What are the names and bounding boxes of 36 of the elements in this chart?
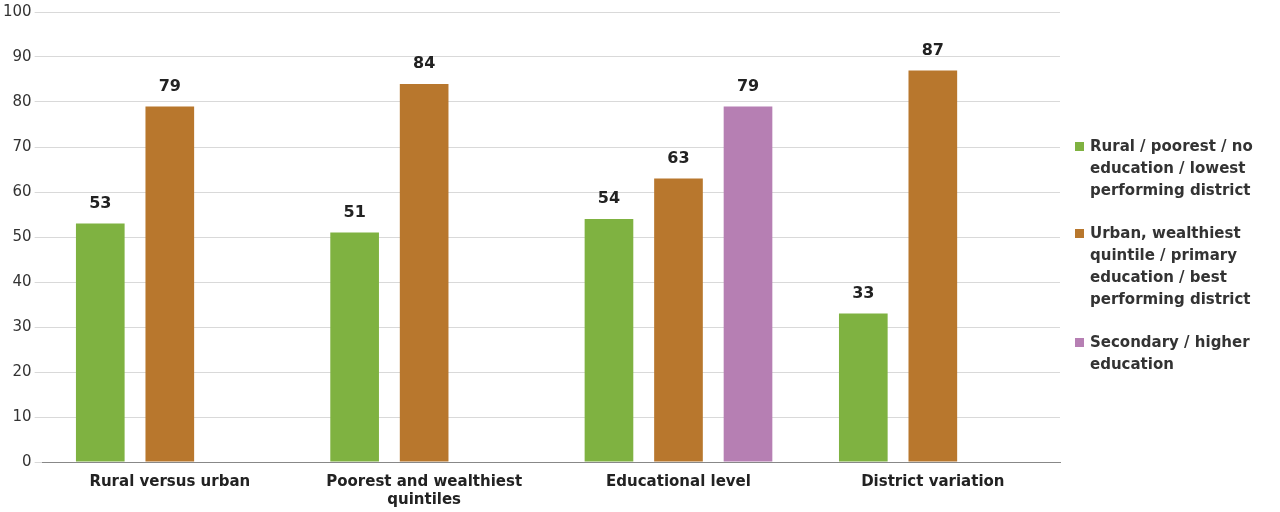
y-tick-label: 70 [12,136,32,155]
bar [654,178,703,462]
x-tick-label: Poorest and wealthiest quintiles [326,471,523,508]
y-tick-label: 60 [12,181,32,200]
y-tick-label: 20 [12,361,32,380]
data-label: 79 [158,75,181,95]
bar [399,84,449,462]
y-tick-label: 50 [12,226,32,245]
legend-label: Rural / poorest / no education / lowest performing district [1090,136,1254,201]
data-label: 63 [667,147,690,167]
y-tick-label: 0 [22,451,32,470]
data-label: 53 [89,192,112,212]
data-label: 79 [736,75,760,95]
y-tick-label: 10 [12,406,32,425]
data-label: 51 [343,201,366,221]
bar [330,232,379,462]
data-label: 87 [921,39,944,59]
y-tick-label: 100 [2,1,32,20]
x-tick-label: Educational level [606,471,751,490]
y-tick-label: 90 [12,46,32,65]
bar [838,313,888,462]
data-label: 33 [852,282,875,302]
x-tick-label: District variation [861,471,1005,490]
y-tick-label: 80 [12,91,32,110]
bar [908,70,958,462]
bar [584,219,634,462]
bar [75,223,125,462]
x-tick-label: Rural versus urban [89,471,251,490]
y-tick-label: 40 [12,271,32,290]
y-tick-label: 30 [12,316,32,335]
legend-label: Secondary / higher education [1090,332,1251,376]
bar [145,106,195,462]
bar [723,106,773,462]
data-label: 84 [413,53,436,73]
data-label: 54 [597,188,621,208]
legend-label: Urban, wealthiest quintile / primary education / best performing district [1090,223,1252,310]
